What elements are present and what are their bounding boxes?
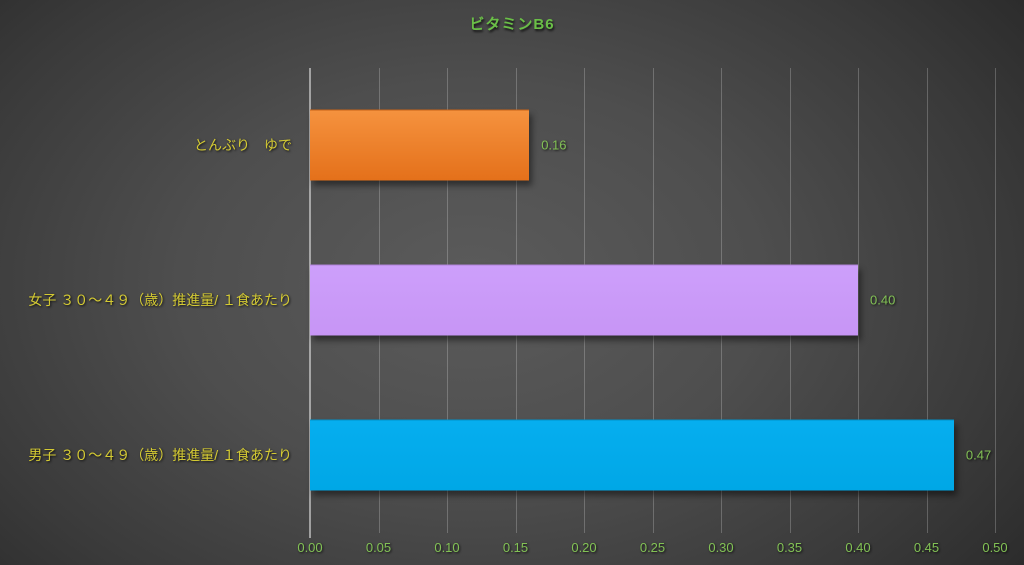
x-axis: 0.00 0.05 0.10 0.15 0.20 0.25 0.30 0.35 0.40 0.45…	[297, 540, 1007, 562]
x-tick-label: 0.45	[913, 540, 940, 555]
x-tick-label: 0.00	[297, 540, 323, 555]
x-tick-label: 0.35	[776, 540, 803, 555]
vertical-gridline	[926, 68, 928, 533]
category-label: 女子 ３０～４９（歳）推進量/ １食あたり	[28, 292, 292, 309]
x-tick-label: 0.50	[982, 540, 1008, 555]
x-tick-label: 0.20	[571, 540, 597, 555]
category-label: 男子 ３０～４９（歳）推進量/ １食あたり	[28, 447, 292, 464]
bar-3[interactable]	[310, 419, 954, 491]
category-label: とんぶり ゆで	[194, 137, 292, 154]
chart-title: ビタミンB6	[469, 16, 555, 33]
x-tick-label: 0.30	[708, 540, 734, 555]
x-tick-label: 0.40	[845, 540, 871, 555]
category-axis-labels: とんぶり ゆで女子 ３０～４９（歳）推進量/ １食あたり 男子 ３０～４９（歳）推…	[0, 68, 300, 533]
value-label: 0.47	[965, 447, 992, 463]
x-tick-label: 0.25	[639, 540, 666, 555]
value-label: 0.16	[541, 137, 567, 153]
value-label: 0.40	[870, 292, 896, 308]
x-tick-label: 0.15	[502, 540, 529, 555]
x-tick-label: 0.10	[434, 540, 460, 555]
vertical-gridline	[858, 68, 859, 533]
bar-row: 0.40	[310, 223, 995, 378]
bar-row: 0.47	[310, 378, 995, 533]
bar-2[interactable]	[310, 264, 858, 336]
plot-area: 0.16 0.40 0.47	[309, 68, 996, 538]
bar-row: 0.16	[310, 68, 995, 223]
x-tick-label: 0.05	[365, 540, 392, 555]
bar-1[interactable]	[310, 109, 530, 181]
vertical-gridline	[995, 68, 996, 533]
